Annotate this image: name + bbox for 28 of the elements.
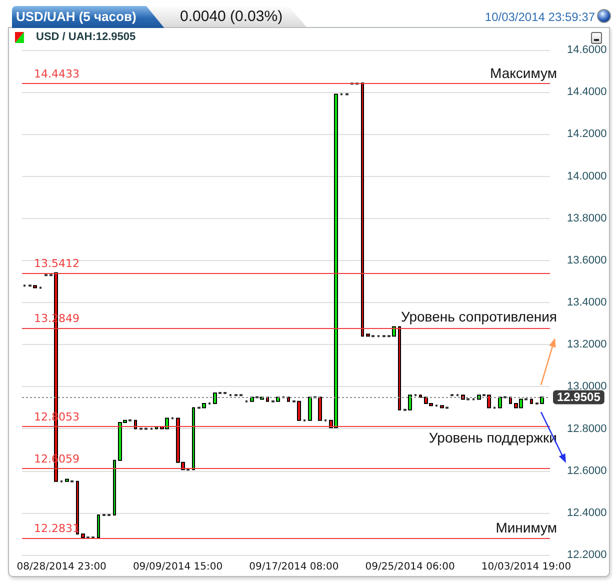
ref-line-label: 13.5412 xyxy=(34,257,80,270)
y-tick-label: 14.0000 xyxy=(567,170,607,182)
x-tick-label: 08/28/2014 23:00 xyxy=(16,562,106,572)
y-tick-label: 13.0000 xyxy=(567,380,607,393)
text: 10/03/2014 23:59:37 xyxy=(484,10,595,24)
x-tick-label: 09/09/2014 15:00 xyxy=(132,562,223,572)
annotation: Максимум xyxy=(490,64,557,81)
text: 0.0040 (0.03%) xyxy=(140,6,307,27)
annotation: Уровень сопротивления xyxy=(400,308,557,325)
y-tick-label: 14.2000 xyxy=(567,128,607,140)
x-tick-label: 09/25/2014 06:00 xyxy=(365,562,455,572)
y-tick-label: 12.8000 xyxy=(567,422,607,435)
ref-line-label: 12.9505 xyxy=(557,390,601,404)
x-tick-label: 09/17/2014 08:00 xyxy=(249,562,339,572)
y-tick-label: 13.8000 xyxy=(567,212,607,224)
y-tick-label: 12.6000 xyxy=(567,464,607,477)
chart-title: USD/UAH (5 часов) xyxy=(12,6,164,28)
y-tick-label: 12.4000 xyxy=(567,506,607,519)
ref-line-label: 14.4433 xyxy=(34,68,80,81)
annotation: Минимум xyxy=(496,520,557,536)
y-tick-label: 13.4000 xyxy=(567,296,607,308)
y-tick-label: 13.2000 xyxy=(567,338,607,351)
y-tick-label: 12.2000 xyxy=(567,549,607,561)
chart-subtitle: USD / UAH:12.9505 xyxy=(36,31,136,44)
y-tick-label: 13.6000 xyxy=(567,254,607,266)
x-tick-label: 10/03/2014 19:00 xyxy=(481,562,572,572)
y-tick-label: 14.6000 xyxy=(567,44,607,56)
y-tick-label: 14.4000 xyxy=(567,86,607,98)
